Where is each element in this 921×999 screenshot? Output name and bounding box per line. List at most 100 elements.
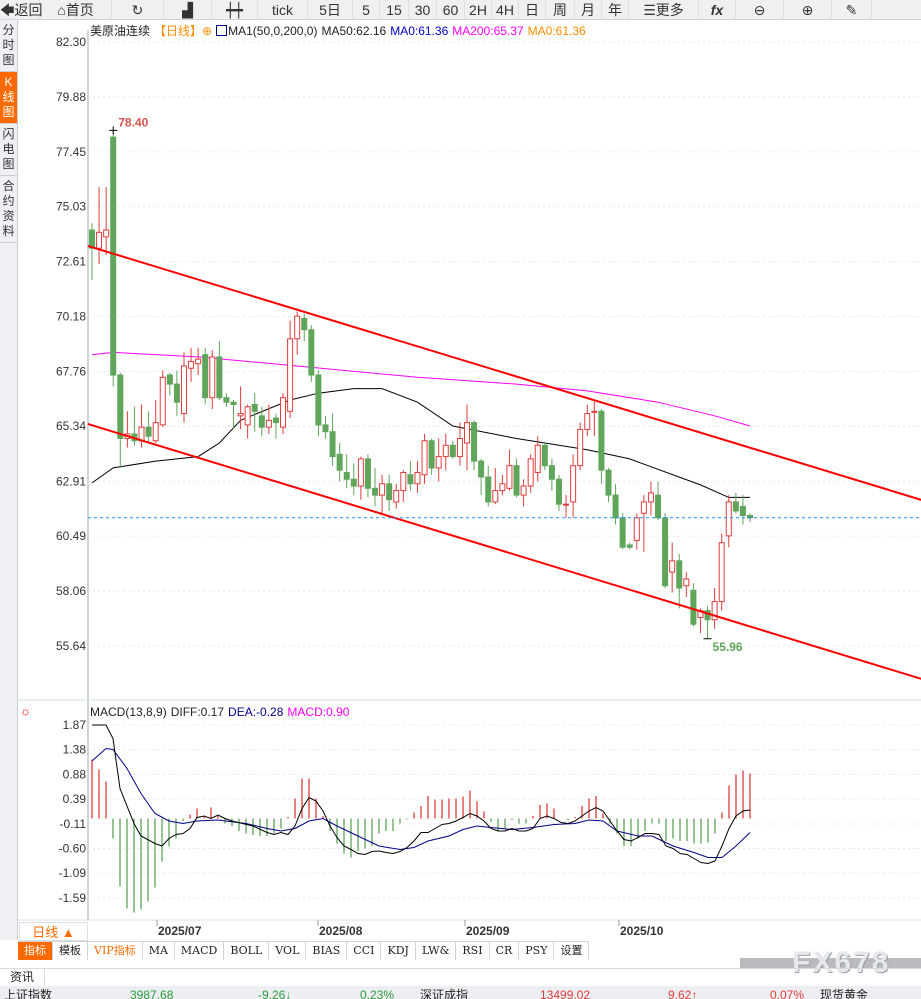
candle — [145, 411, 152, 444]
ticker-item: 0.23% — [360, 988, 395, 999]
indicator-tab-kdj[interactable]: KDJ — [381, 942, 416, 960]
period-week[interactable]: 周 — [546, 0, 575, 20]
period-4h[interactable]: 4H — [492, 0, 519, 20]
candle-body — [725, 501, 732, 537]
candle — [655, 481, 662, 521]
candle — [89, 223, 95, 280]
period-60[interactable]: 60 — [437, 0, 465, 20]
indicator-tab-指标[interactable]: 指标 — [18, 942, 53, 960]
period-month[interactable]: 月 — [575, 0, 602, 20]
candle — [379, 474, 386, 514]
period-year[interactable]: 年 — [602, 0, 629, 20]
candle — [676, 554, 683, 609]
candle-body — [577, 428, 584, 467]
candle — [400, 470, 407, 502]
indicator-tab-cr[interactable]: CR — [489, 942, 520, 960]
indicator-tab-boll[interactable]: BOLL — [224, 942, 270, 960]
y-tick-label: 58.06 — [56, 584, 86, 598]
candle — [612, 483, 619, 525]
tick-button[interactable]: tick — [258, 0, 308, 20]
candle — [117, 372, 124, 468]
candle-body — [456, 437, 463, 458]
candle-body — [655, 494, 662, 519]
ticker-item: -9.26↓ — [258, 988, 292, 999]
left-tab-2[interactable]: 闪电图 — [0, 124, 17, 176]
home-button[interactable]: ⌂首页 — [40, 0, 112, 20]
period-button[interactable]: 日线 ▲ — [19, 922, 88, 941]
candle — [173, 370, 180, 416]
left-tab-0[interactable]: 分时图 — [0, 20, 17, 72]
candle-button[interactable]: ┿┿ — [212, 0, 258, 20]
horizontal-scrollbar[interactable] — [740, 958, 921, 968]
candle — [492, 467, 499, 505]
kline-chart[interactable]: 82.30 79.88 77.45 75.03 72.61 70.18 67.76 65.34… — [0, 0, 921, 940]
candle-body — [435, 456, 442, 469]
macd-legend: MACD(13,8,9) DIFF:0.17 DEA:-0.28 MACD:0.90 — [90, 705, 353, 719]
period-5day[interactable]: 5日 — [308, 0, 353, 20]
candle-body — [138, 426, 145, 442]
candle-body — [251, 403, 258, 412]
period-2h[interactable]: 2H — [465, 0, 492, 20]
draw-button[interactable]: ✎ — [832, 0, 872, 20]
candle — [329, 413, 336, 466]
x-tick-label: 2025/08 — [319, 924, 363, 938]
candle-body — [421, 440, 428, 476]
y-tick-label: 82.30 — [56, 35, 86, 49]
zoom-out-button[interactable]: ⊖ — [736, 0, 784, 20]
indicator-chart-button[interactable]: ▟ — [164, 0, 212, 20]
chart-bars-icon: ▟ — [182, 2, 193, 18]
ticker-item: 0.07% — [770, 988, 805, 999]
candle-body — [485, 476, 492, 503]
period-label: 【日线】 — [154, 24, 203, 38]
back-button[interactable]: 🡄返回 — [0, 0, 42, 20]
candle-body — [364, 458, 371, 489]
candle — [209, 350, 216, 410]
left-tab-1[interactable]: K线图 — [0, 72, 17, 124]
indicator-tab-lw&[interactable]: LW& — [415, 942, 457, 960]
indicator-tab-vol[interactable]: VOL — [269, 942, 307, 960]
more-button[interactable]: ☰更多 — [629, 0, 699, 20]
zoom-in-button[interactable]: ⊕ — [784, 0, 832, 20]
macd-y-tick-label: 1.87 — [63, 718, 87, 732]
channel-lower-line[interactable] — [87, 423, 921, 680]
candle — [633, 513, 640, 550]
news-bar: 资讯 — [0, 968, 921, 987]
indicator-tab-psy[interactable]: PSY — [519, 942, 555, 960]
period-5[interactable]: 5 — [353, 0, 380, 20]
candle-body — [280, 397, 287, 428]
indicator-tab-vip指标[interactable]: VIP指标 — [88, 942, 143, 960]
refresh-button[interactable]: ↻ — [112, 0, 164, 20]
y-tick-label: 70.18 — [56, 310, 86, 324]
indicator-tab-macd[interactable]: MACD — [174, 942, 225, 960]
back-arrow-icon: 🡄 — [0, 2, 15, 18]
period-30-label: 30 — [414, 2, 431, 18]
indicator-settings-icon[interactable] — [216, 25, 228, 36]
pen-icon: ✎ — [845, 2, 858, 18]
period-60-label: 60 — [442, 2, 459, 18]
x-tick-label: 2025/10 — [620, 924, 664, 938]
candle-body — [244, 406, 251, 426]
candle — [372, 467, 379, 507]
indicator-tab-设置[interactable]: 设置 — [554, 942, 590, 960]
candle — [103, 186, 110, 255]
channel-upper-line[interactable] — [87, 244, 921, 501]
news-tab[interactable]: 资讯 — [0, 969, 45, 987]
indicator-tab-cci[interactable]: CCI — [347, 942, 382, 960]
period-30[interactable]: 30 — [409, 0, 437, 20]
left-tab-3[interactable]: 合约资料 — [0, 176, 17, 243]
candle-body — [195, 358, 202, 365]
formula-button[interactable]: fx — [699, 0, 736, 20]
period-day[interactable]: 日 — [519, 0, 546, 20]
candle-body — [117, 374, 124, 439]
crosshair-icon[interactable]: ⊕ — [202, 24, 213, 38]
candle — [258, 406, 265, 437]
candle — [386, 474, 393, 511]
period-15[interactable]: 15 — [380, 0, 409, 20]
candle — [414, 461, 421, 493]
indicator-tab-ma[interactable]: MA — [142, 942, 175, 960]
macd-settings-icon[interactable]: ☼ — [20, 704, 31, 718]
indicator-tab-模板[interactable]: 模板 — [53, 942, 88, 960]
indicator-tab-bias[interactable]: BIAS — [306, 942, 348, 960]
indicator-tab-rsi[interactable]: RSI — [456, 942, 490, 960]
candle — [216, 341, 223, 400]
